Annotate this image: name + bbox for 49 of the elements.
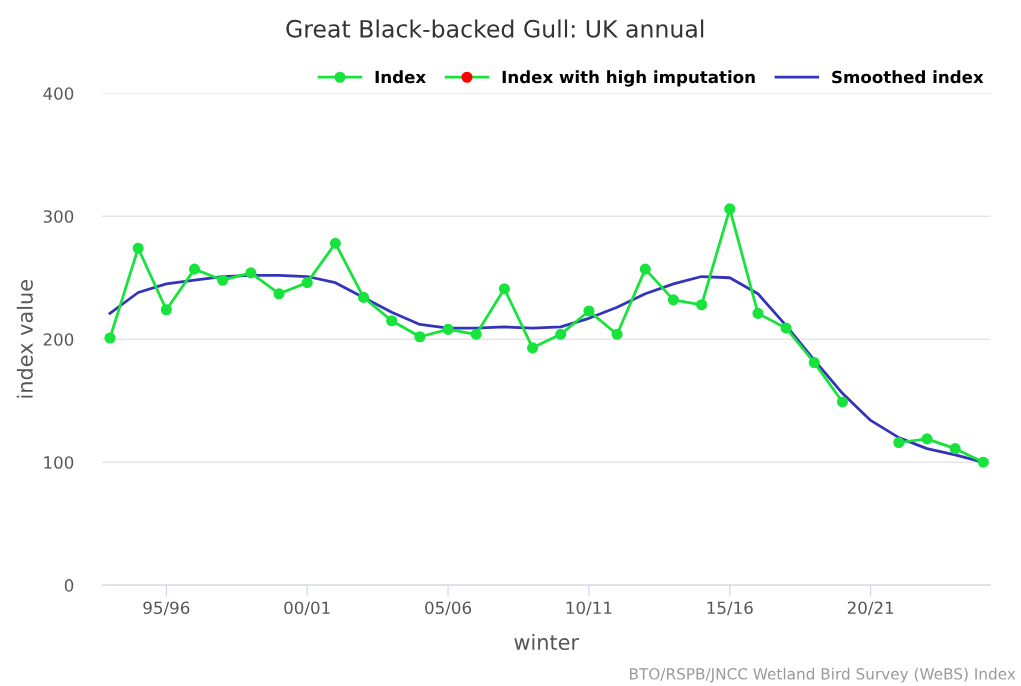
point [301, 277, 313, 289]
point [442, 323, 454, 335]
point [949, 443, 961, 455]
point [893, 436, 905, 449]
point [188, 263, 201, 275]
y-tick-label: 100 [44, 456, 74, 469]
x-tick-label: 95/96 [143, 601, 190, 616]
point [273, 288, 285, 300]
point [357, 291, 370, 303]
x-tick-label: 00/01 [284, 601, 330, 616]
point [921, 433, 933, 445]
chart-title: Great Black-backed Gull: UK annual [286, 19, 704, 38]
text: BTO/RSPB/JNCC Wetland Bird Survey (WeBS) Index [630, 667, 1016, 683]
x-axis-title: winter [514, 633, 580, 651]
y-tick-label: 0 [64, 579, 74, 592]
x-tick-label: 20/21 [847, 601, 894, 616]
point [414, 331, 426, 343]
legend-label: Index [375, 70, 426, 84]
point [667, 294, 679, 306]
point [160, 304, 172, 316]
point [470, 328, 482, 340]
point [639, 263, 651, 275]
legend-label: Smoothed index [832, 70, 984, 84]
x-tick-label: 15/16 [707, 601, 753, 616]
point [527, 342, 539, 354]
point [611, 328, 623, 340]
point [329, 237, 341, 249]
y-axis-title: index value [16, 280, 33, 398]
point [724, 203, 736, 215]
point [132, 242, 144, 254]
point [977, 456, 989, 468]
x-tick-label: 05/06 [425, 601, 472, 616]
point [555, 328, 567, 340]
point [808, 357, 820, 369]
point [245, 267, 257, 279]
point [836, 396, 849, 408]
legend-label: Index with high imputation [502, 70, 755, 87]
point [386, 315, 398, 327]
y-tick-label: 300 [43, 210, 74, 223]
point [780, 322, 792, 334]
x-tick-label: 10/11 [566, 601, 612, 616]
y-tick-label: 400 [43, 87, 74, 100]
point [696, 299, 708, 311]
point [217, 274, 229, 286]
point [583, 305, 595, 317]
point [104, 332, 116, 344]
point [498, 283, 510, 295]
point [752, 307, 764, 319]
y-tick-label: 200 [43, 333, 74, 346]
